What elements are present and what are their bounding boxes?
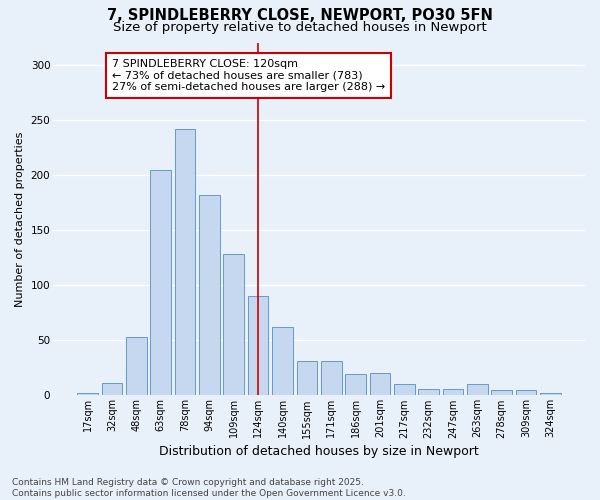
Bar: [272, 327, 293, 396]
Bar: [370, 374, 390, 396]
Bar: [443, 389, 463, 396]
Bar: [223, 254, 244, 396]
Bar: [540, 393, 561, 396]
Bar: [467, 384, 488, 396]
Y-axis label: Number of detached properties: Number of detached properties: [15, 132, 25, 306]
Text: 7 SPINDLEBERRY CLOSE: 120sqm
← 73% of detached houses are smaller (783)
27% of s: 7 SPINDLEBERRY CLOSE: 120sqm ← 73% of de…: [112, 59, 385, 92]
Text: Size of property relative to detached houses in Newport: Size of property relative to detached ho…: [113, 21, 487, 34]
Text: Contains HM Land Registry data © Crown copyright and database right 2025.
Contai: Contains HM Land Registry data © Crown c…: [12, 478, 406, 498]
Bar: [151, 170, 171, 396]
Text: 7, SPINDLEBERRY CLOSE, NEWPORT, PO30 5FN: 7, SPINDLEBERRY CLOSE, NEWPORT, PO30 5FN: [107, 8, 493, 22]
Bar: [394, 384, 415, 396]
Bar: [321, 361, 341, 396]
X-axis label: Distribution of detached houses by size in Newport: Distribution of detached houses by size …: [159, 444, 479, 458]
Bar: [77, 393, 98, 396]
Bar: [345, 374, 366, 396]
Bar: [296, 361, 317, 396]
Bar: [248, 296, 268, 396]
Bar: [418, 389, 439, 396]
Bar: [126, 337, 146, 396]
Bar: [516, 390, 536, 396]
Bar: [199, 194, 220, 396]
Bar: [101, 384, 122, 396]
Bar: [491, 390, 512, 396]
Bar: [175, 128, 196, 396]
